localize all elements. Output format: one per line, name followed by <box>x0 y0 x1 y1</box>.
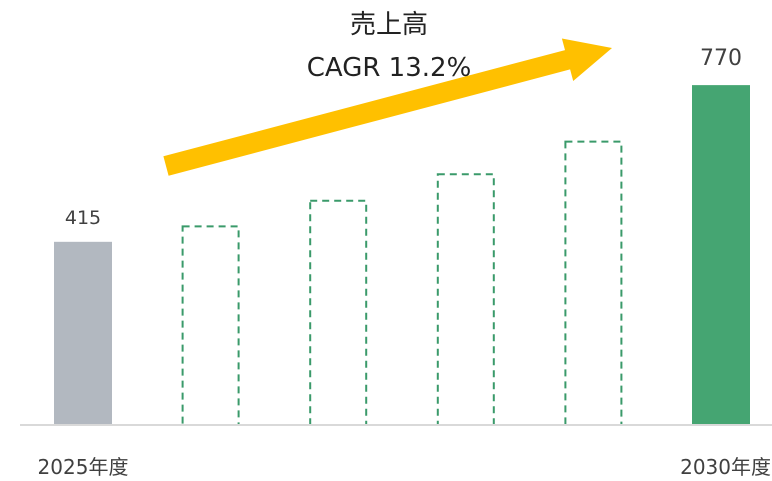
data-label-1: 415 <box>65 207 101 229</box>
bar-4 <box>436 173 495 426</box>
bar-5 <box>564 140 623 427</box>
cagr-annotation-line1: 売上高 <box>350 10 428 40</box>
cagr-arrow <box>163 38 612 176</box>
category-label-6: 2030年度 <box>680 455 771 479</box>
bars-group <box>54 85 750 427</box>
bar-3 <box>309 199 368 426</box>
bar-6 <box>692 85 750 425</box>
bar-2 <box>181 225 240 426</box>
bar-1 <box>54 241 112 425</box>
cagr-annotation-line2: CAGR 13.2% <box>307 53 472 83</box>
labels-group: 415 2025年度 770 2030年度 <box>38 46 771 479</box>
category-label-1: 2025年度 <box>38 455 129 479</box>
data-label-6: 770 <box>700 46 742 71</box>
